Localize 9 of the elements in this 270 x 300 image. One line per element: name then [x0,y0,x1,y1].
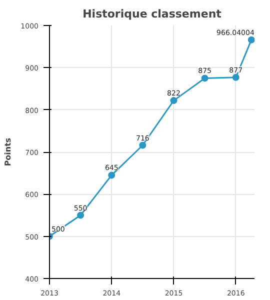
chart-title: Historique classement [82,8,222,20]
point [232,74,240,81]
point [108,172,116,179]
y-axis-title: Points [4,138,13,166]
point [77,212,84,219]
point [248,36,254,44]
point [201,74,208,82]
point [170,97,178,104]
point [139,142,146,149]
